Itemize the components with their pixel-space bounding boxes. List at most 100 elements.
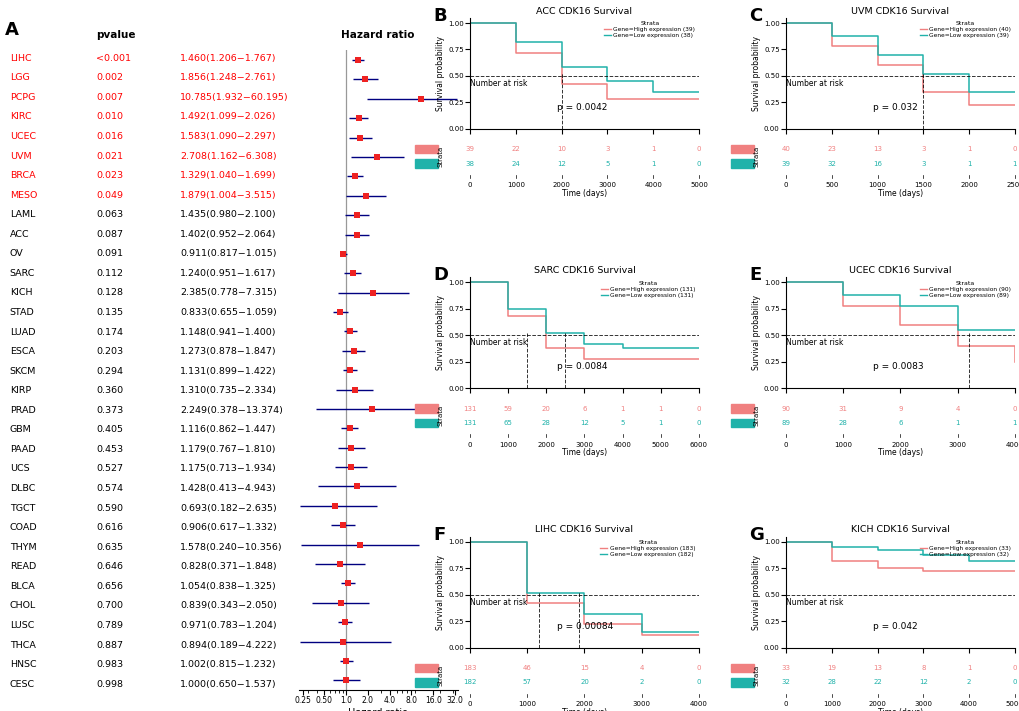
Text: 0.203: 0.203 [96, 347, 123, 356]
Text: 31: 31 [838, 405, 847, 412]
Text: 0: 0 [468, 701, 472, 707]
Text: 39: 39 [465, 146, 474, 152]
Text: COAD: COAD [9, 523, 38, 532]
Text: PRAD: PRAD [9, 406, 36, 415]
Text: 1.460(1.206−1.767): 1.460(1.206−1.767) [180, 54, 276, 63]
Text: 0.590: 0.590 [96, 503, 123, 513]
Text: G: G [749, 525, 763, 543]
Bar [731, 664, 753, 673]
Text: 1.583(1.090−2.297): 1.583(1.090−2.297) [180, 132, 276, 141]
Text: 5: 5 [604, 161, 609, 166]
Text: LUSC: LUSC [9, 621, 34, 630]
Text: 0.635: 0.635 [96, 542, 123, 552]
Text: 12: 12 [580, 420, 588, 426]
Text: 1: 1 [966, 161, 970, 166]
Text: 0.453: 0.453 [96, 445, 123, 454]
Text: Strata: Strata [752, 665, 758, 686]
Text: 0.010: 0.010 [96, 112, 123, 122]
Text: 0: 0 [783, 701, 788, 707]
Text: 0.360: 0.360 [96, 386, 123, 395]
Text: 2: 2 [639, 680, 643, 685]
Text: 22: 22 [511, 146, 520, 152]
Text: 24: 24 [511, 161, 520, 166]
Text: Number at risk: Number at risk [470, 338, 527, 347]
Legend: Gene=High expression (40), Gene=Low expression (39): Gene=High expression (40), Gene=Low expr… [917, 19, 1013, 41]
Legend: Gene=High expression (131), Gene=Low expression (131): Gene=High expression (131), Gene=Low exp… [598, 279, 697, 300]
Text: 3000: 3000 [575, 442, 593, 448]
Text: 0.087: 0.087 [96, 230, 123, 239]
Text: 12: 12 [556, 161, 566, 166]
Text: Strata: Strata [752, 146, 758, 167]
Text: 2000: 2000 [868, 701, 886, 707]
Text: LGG: LGG [9, 73, 30, 82]
Text: 23: 23 [826, 146, 836, 152]
Bar [731, 159, 753, 168]
Text: 0.906(0.617−1.332): 0.906(0.617−1.332) [180, 523, 277, 532]
Text: 0: 0 [696, 146, 700, 152]
Title: UCEC CDK16 Survival: UCEC CDK16 Survival [849, 266, 951, 275]
Text: BRCA: BRCA [9, 171, 36, 180]
Text: 10.785(1.932−60.195): 10.785(1.932−60.195) [180, 93, 288, 102]
Text: 1.002(0.815−1.232): 1.002(0.815−1.232) [180, 660, 276, 669]
Text: 1.879(1.004−3.515): 1.879(1.004−3.515) [180, 191, 276, 200]
Bar [731, 405, 753, 413]
Text: 0.971(0.783−1.204): 0.971(0.783−1.204) [180, 621, 276, 630]
Text: Time (days): Time (days) [561, 707, 606, 711]
Text: 0.656: 0.656 [96, 582, 123, 591]
Text: Time (days): Time (days) [877, 448, 922, 457]
Text: 0.021: 0.021 [96, 151, 123, 161]
Text: 46: 46 [523, 665, 531, 671]
Text: 90: 90 [781, 405, 790, 412]
Title: LIHC CDK16 Survival: LIHC CDK16 Survival [535, 525, 633, 535]
Text: 1.054(0.838−1.325): 1.054(0.838−1.325) [180, 582, 277, 591]
Text: A: A [5, 21, 19, 39]
Text: Time (days): Time (days) [877, 707, 922, 711]
Title: UVM CDK16 Survival: UVM CDK16 Survival [851, 6, 949, 16]
Text: 0: 0 [696, 665, 700, 671]
Text: 0.983: 0.983 [96, 660, 123, 669]
Text: MESO: MESO [9, 191, 37, 200]
Text: 57: 57 [523, 680, 531, 685]
Text: CHOL: CHOL [9, 602, 36, 610]
Text: Strata: Strata [437, 405, 443, 427]
Text: 0.574: 0.574 [96, 484, 123, 493]
Text: 3000: 3000 [632, 701, 650, 707]
Y-axis label: Survival probability: Survival probability [751, 555, 760, 629]
Text: ACC: ACC [9, 230, 30, 239]
Text: 2.249(0.378−13.374): 2.249(0.378−13.374) [180, 406, 283, 415]
Text: 1.402(0.952−2.064): 1.402(0.952−2.064) [180, 230, 276, 239]
Text: 1000: 1000 [822, 701, 840, 707]
Text: UCEC: UCEC [9, 132, 36, 141]
Text: 1: 1 [966, 146, 970, 152]
Title: KICH CDK16 Survival: KICH CDK16 Survival [850, 525, 949, 535]
Legend: Gene=High expression (90), Gene=Low expression (89): Gene=High expression (90), Gene=Low expr… [917, 279, 1013, 300]
Text: 0: 0 [696, 405, 700, 412]
Text: 1: 1 [620, 405, 625, 412]
Text: 0.693(0.182−2.635): 0.693(0.182−2.635) [180, 503, 277, 513]
Text: 1.116(0.862−1.447): 1.116(0.862−1.447) [180, 425, 276, 434]
Text: 28: 28 [541, 420, 550, 426]
Text: GBM: GBM [9, 425, 32, 434]
Text: READ: READ [9, 562, 36, 571]
Text: 5: 5 [620, 420, 625, 426]
Text: 0.049: 0.049 [96, 191, 123, 200]
Text: 10: 10 [556, 146, 566, 152]
Text: 183: 183 [463, 665, 476, 671]
Text: Hazard ratio: Hazard ratio [341, 30, 415, 40]
Text: 1.578(0.240−10.356): 1.578(0.240−10.356) [180, 542, 282, 552]
Text: 1: 1 [1012, 420, 1016, 426]
Text: 28: 28 [838, 420, 847, 426]
Text: 1.240(0.951−1.617): 1.240(0.951−1.617) [180, 269, 276, 278]
Text: 6: 6 [582, 405, 586, 412]
Text: 0.063: 0.063 [96, 210, 123, 219]
Text: 0: 0 [468, 442, 472, 448]
Text: Number at risk: Number at risk [786, 338, 843, 347]
Text: 0.002: 0.002 [96, 73, 123, 82]
Text: p = 0.0084: p = 0.0084 [556, 363, 607, 371]
Text: 0.174: 0.174 [96, 328, 123, 336]
Text: 6: 6 [898, 420, 902, 426]
Text: 2000: 2000 [537, 442, 554, 448]
Text: 0: 0 [696, 680, 700, 685]
Text: 0.616: 0.616 [96, 523, 123, 532]
Text: 1: 1 [1012, 161, 1016, 166]
